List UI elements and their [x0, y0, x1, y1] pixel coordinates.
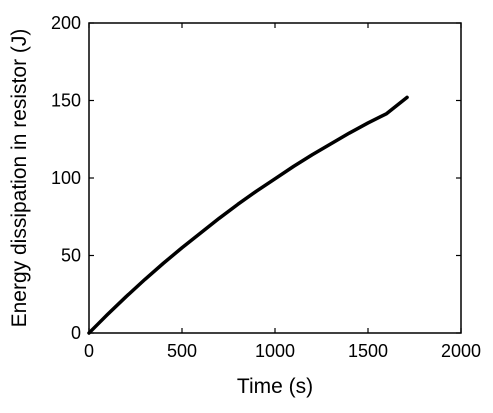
y-tick-label: 100 [51, 168, 81, 188]
x-tick-label: 500 [167, 341, 197, 361]
x-tick-label: 1500 [348, 341, 388, 361]
y-tick-label: 50 [61, 246, 81, 266]
axis-ticks [88, 22, 462, 334]
y-tick-labels: 0 50 100 150 200 [51, 13, 81, 343]
x-tick-label: 1000 [255, 341, 295, 361]
series-line [87, 95, 409, 335]
y-tick-label: 200 [51, 13, 81, 33]
x-axis-title: Time (s) [237, 375, 313, 398]
y-tick-label: 0 [71, 323, 81, 343]
x-tick-label: 0 [84, 341, 94, 361]
y-tick-label: 150 [51, 91, 81, 111]
x-tick-label: 2000 [441, 341, 481, 361]
series-layer [87, 95, 409, 335]
x-tick-labels: 0 500 1000 1500 2000 [84, 341, 481, 361]
y-axis-title: Energy dissipation in resistor (J) [8, 29, 31, 328]
